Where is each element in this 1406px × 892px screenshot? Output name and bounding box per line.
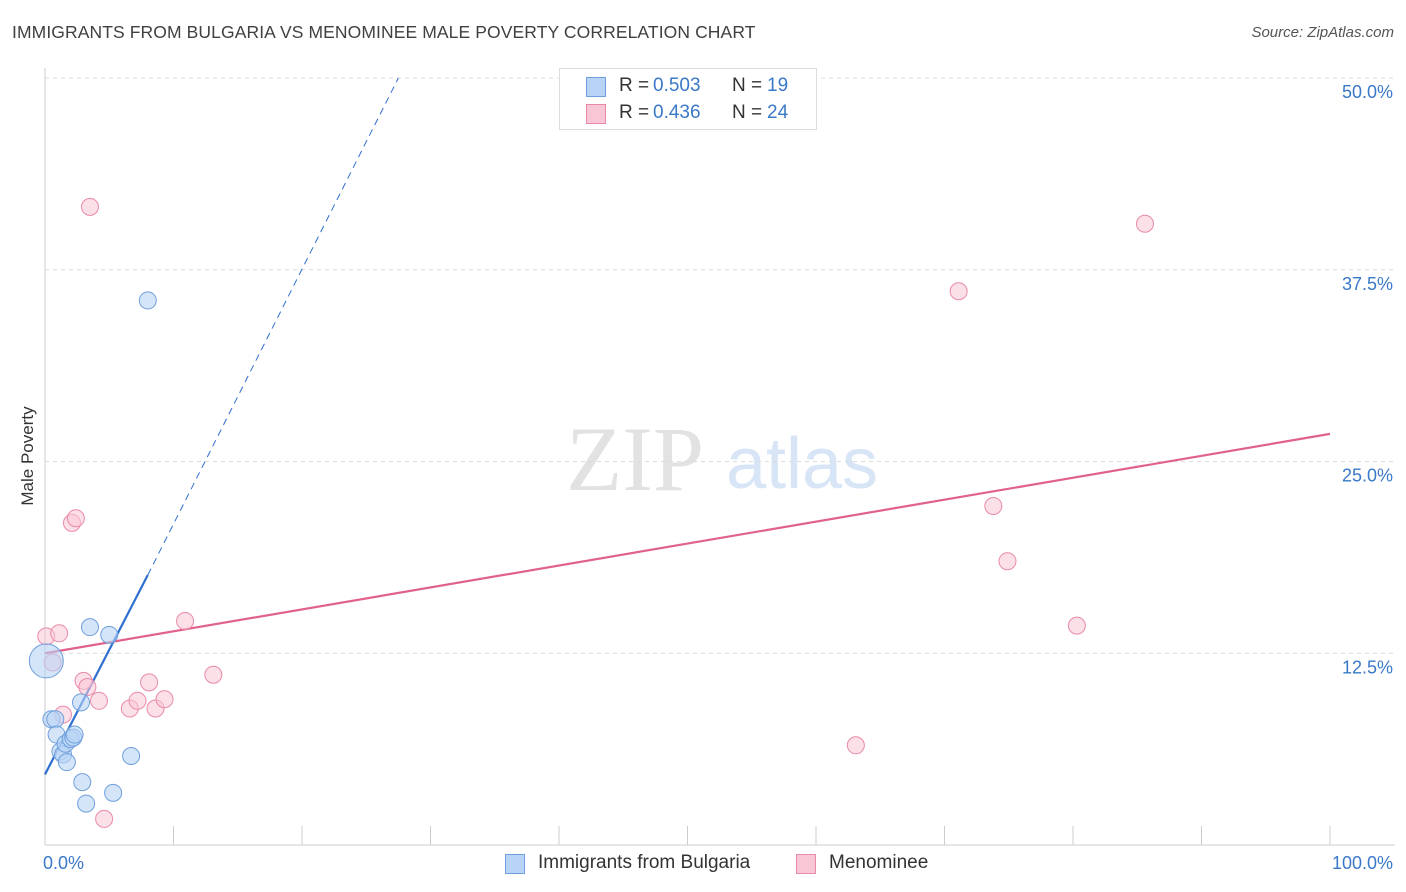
data-point-menominee: [128, 691, 147, 710]
watermark-atlas: atlas: [726, 424, 878, 504]
trendline-bulgaria-extrapolated: [147, 77, 399, 576]
legend-r-value-menominee: 0.436: [653, 102, 701, 123]
legend-n-label: N =: [732, 75, 763, 96]
data-point-menominee: [846, 736, 865, 755]
data-point-bulgaria: [104, 783, 123, 802]
legend-swatch-menominee: [586, 104, 606, 124]
y-axis-label: Male Poverty: [18, 406, 37, 506]
legend-n-label: N =: [732, 102, 763, 123]
data-point-bulgaria: [73, 773, 92, 792]
legend-r-label: R =: [619, 102, 650, 123]
legend-swatch-bulgaria: [586, 77, 606, 97]
data-point-menominee: [1067, 616, 1086, 635]
data-point-menominee: [66, 509, 85, 528]
data-point-bulgaria: [122, 747, 141, 766]
data-point-menominee: [176, 612, 195, 631]
chart-title: IMMIGRANTS FROM BULGARIA VS MENOMINEE MA…: [12, 22, 756, 42]
data-point-menominee: [998, 552, 1017, 571]
correlation-legend: R = 0.503 N = 19 R = 0.436 N = 24: [559, 68, 817, 130]
data-point-bulgaria: [80, 618, 99, 637]
y-tick-label: 50.0%: [1342, 82, 1393, 102]
data-point-bulgaria: [71, 693, 90, 712]
data-point-menominee: [949, 282, 968, 301]
data-point-menominee: [80, 197, 99, 216]
watermark-zip: ZIP: [566, 408, 704, 510]
legend-n-value-menominee: 24: [767, 102, 789, 123]
bottom-legend-swatch-menominee: [796, 854, 816, 874]
trendline-menominee: [44, 432, 1331, 655]
data-point-menominee: [155, 690, 174, 709]
x-tick-label-max: 100.0%: [1332, 853, 1393, 873]
y-tick-label: 37.5%: [1342, 274, 1393, 294]
data-point-bulgaria: [77, 794, 96, 813]
data-point-menominee: [89, 691, 108, 710]
legend-n-value-bulgaria: 19: [767, 75, 789, 96]
data-point-menominee: [1135, 214, 1154, 233]
data-point-menominee: [78, 677, 97, 696]
y-tick-label: 25.0%: [1342, 466, 1393, 486]
data-point-bulgaria: [138, 291, 157, 310]
legend-r-value-bulgaria: 0.503: [653, 75, 701, 96]
source-label: Source: ZipAtlas.com: [1251, 24, 1394, 41]
bottom-legend-label-menominee: Menominee: [829, 852, 929, 873]
legend-r-label: R =: [619, 75, 650, 96]
bottom-legend-label-bulgaria: Immigrants from Bulgaria: [538, 852, 751, 873]
data-point-bulgaria: [57, 753, 76, 772]
data-point-menominee: [140, 673, 159, 692]
data-point-menominee: [984, 496, 1003, 515]
bottom-legend-swatch-bulgaria: [505, 854, 525, 874]
data-point-bulgaria: [28, 643, 64, 679]
data-point-bulgaria: [46, 710, 65, 729]
x-tick-label-min: 0.0%: [43, 853, 84, 873]
data-point-bulgaria: [65, 725, 84, 744]
data-point-menominee: [50, 624, 69, 643]
data-point-menominee: [204, 665, 223, 684]
y-tick-label: 12.5%: [1342, 657, 1393, 677]
data-point-bulgaria: [100, 625, 119, 644]
data-point-menominee: [95, 809, 114, 828]
